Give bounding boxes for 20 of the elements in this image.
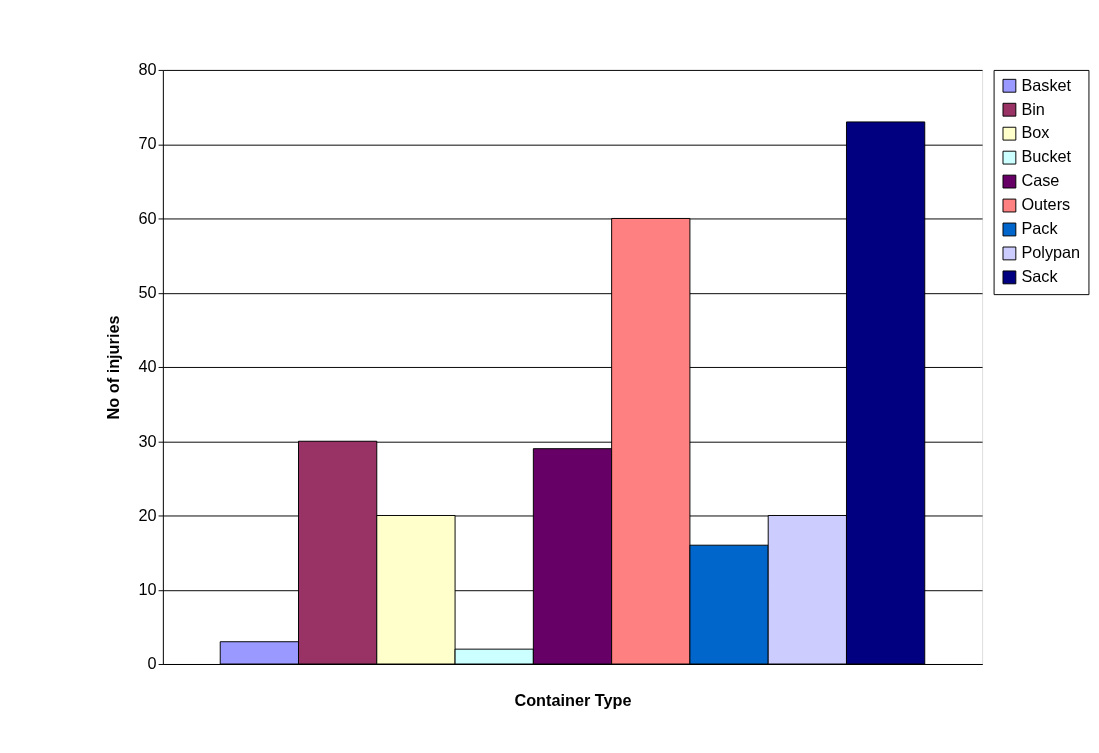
- legend-label: Pack: [1021, 219, 1059, 238]
- y-tick-label: 10: [138, 580, 157, 599]
- y-tick-label: 0: [147, 654, 157, 673]
- legend-label: Polypan: [1021, 243, 1081, 262]
- legend-label: Outers: [1021, 195, 1071, 214]
- y-tick-label: 20: [138, 505, 157, 524]
- legend-label: Case: [1021, 171, 1060, 190]
- y-tick-label: 60: [138, 208, 157, 227]
- y-axis-title: No of injuries: [104, 315, 123, 420]
- y-tick-label: 40: [138, 357, 157, 376]
- y-tick-label: 80: [138, 60, 157, 79]
- legend-label: Sack: [1021, 267, 1059, 286]
- legend-label: Box: [1021, 123, 1050, 142]
- y-tick-label: 50: [138, 282, 157, 301]
- legend-label: Basket: [1021, 75, 1072, 94]
- y-tick-label: 70: [138, 134, 157, 153]
- x-axis-title: Container Type: [514, 690, 632, 709]
- legend-label: Bin: [1021, 99, 1045, 118]
- y-tick-label: 30: [138, 431, 157, 450]
- legend-label: Bucket: [1021, 147, 1072, 166]
